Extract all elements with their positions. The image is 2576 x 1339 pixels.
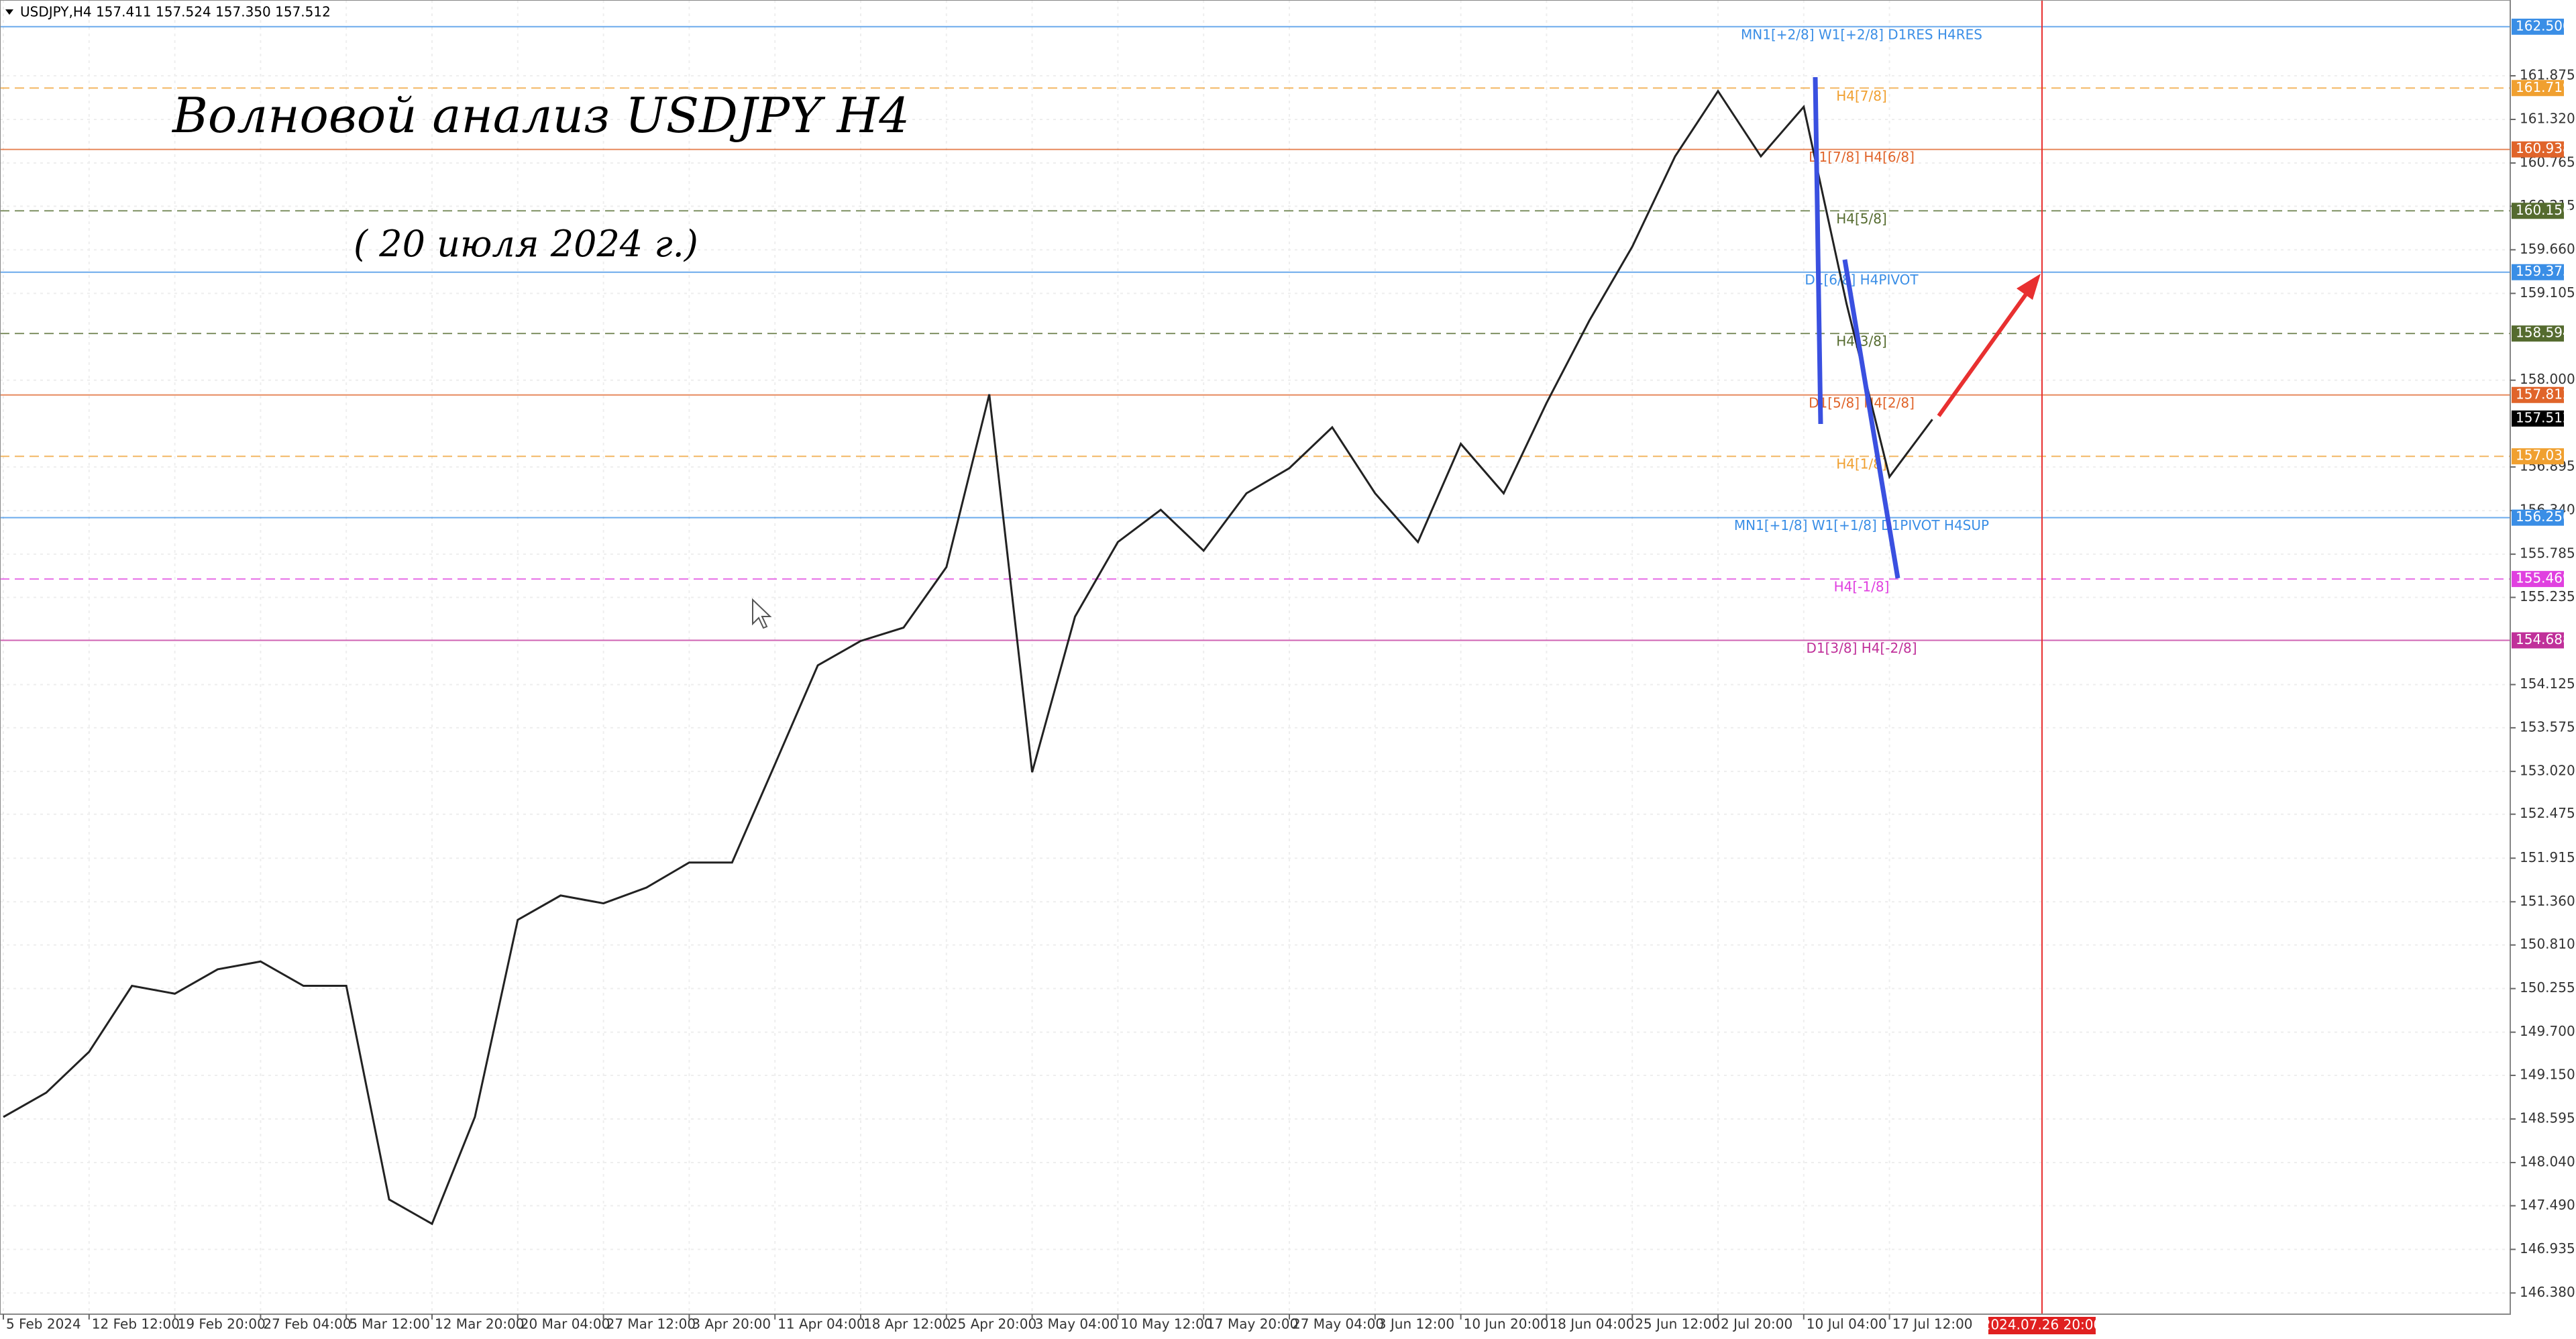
price-box-label: 160.938 [2516, 140, 2571, 156]
level-text: D1[3/8] H4[-2/8] [1806, 640, 1917, 656]
price-box-label: 161.719 [2516, 79, 2571, 95]
y-tick-label: 153.020 [2520, 762, 2575, 778]
level-text: H4[-1/8] [1834, 579, 1890, 595]
y-tick-label: 151.360 [2520, 893, 2575, 909]
x-tick-label: 2 Jul 20:00 [1721, 1316, 1792, 1332]
price-box [2512, 509, 2564, 526]
y-tick-label: 146.935 [2520, 1240, 2575, 1256]
menu-arrow [5, 9, 13, 15]
level-text: H4[7/8] [1836, 88, 1887, 104]
x-tick-label: 11 Apr 04:00 [777, 1316, 865, 1332]
x-tick-label: 5 Feb 2024 [6, 1316, 81, 1332]
y-tick-label: 148.040 [2520, 1154, 2575, 1170]
price-box-label: 157.031 [2516, 447, 2571, 464]
x-tick-label: 19 Feb 20:00 [178, 1316, 266, 1332]
x-tick-label: 3 Jun 12:00 [1378, 1316, 1454, 1332]
price-box-label: 158.594 [2516, 325, 2571, 341]
x-tick-label: 5 Mar 12:00 [349, 1316, 430, 1332]
y-tick-label: 159.105 [2520, 284, 2575, 301]
price-box [2512, 386, 2564, 403]
time-label: 2024.07.26 20:00 [1982, 1317, 2102, 1333]
x-tick-label: 12 Feb 12:00 [92, 1316, 180, 1332]
current-price-box [2512, 410, 2564, 427]
x-tick-label: 25 Apr 20:00 [949, 1316, 1036, 1332]
level-text: D1[5/8] H4[2/8] [1809, 394, 1915, 411]
y-tick-label: 149.150 [2520, 1067, 2575, 1083]
price-line [3, 89, 1933, 1226]
annotations [752, 0, 2043, 1314]
level-text: MN1[+1/8] W1[+1/8] D1PIVOT H4SUP [1734, 517, 1989, 533]
x-tick-label: 12 Mar 20:00 [435, 1316, 525, 1332]
y-tick-label: 152.475 [2520, 805, 2575, 821]
wave-line [1842, 259, 1900, 579]
y-tick-label: 150.810 [2520, 936, 2575, 952]
y-tick-label: 155.235 [2520, 588, 2575, 604]
x-tick-label: 18 Jun 04:00 [1549, 1316, 1634, 1332]
wave-line [1813, 76, 1823, 425]
y-tick-label: 155.785 [2520, 545, 2575, 561]
forecast-arrow [1937, 291, 2029, 417]
y-tick-label: 149.700 [2520, 1023, 2575, 1039]
y-tick-label: 154.125 [2520, 676, 2575, 692]
x-tick-label: 3 May 04:00 [1035, 1316, 1118, 1332]
x-tick-label: 27 Feb 04:00 [263, 1316, 351, 1332]
level-text: MN1[+2/8] W1[+2/8] D1RES H4RES [1741, 26, 1982, 42]
x-tick-label: 20 Mar 04:00 [521, 1316, 610, 1332]
y-tick-label: 161.320 [2520, 110, 2575, 126]
price-box-label: 159.375 [2516, 263, 2571, 279]
price-box [2512, 203, 2564, 219]
price-box-label: 160.156 [2516, 202, 2571, 218]
symbol-info: USDJPY,H4 157.411 157.524 157.350 157.51… [20, 4, 331, 20]
current-price-label: 157.512 [2516, 409, 2571, 425]
price-box-label: 154.688 [2516, 631, 2571, 647]
price-box [2512, 571, 2564, 588]
grid-layer [0, 0, 2510, 1314]
y-tick-label: 151.915 [2520, 849, 2575, 865]
price-box [2512, 325, 2564, 342]
arrow-head [2017, 274, 2041, 300]
y-tick-label: 147.490 [2520, 1197, 2575, 1213]
price-box [2512, 18, 2564, 35]
y-tick-label: 158.000 [2520, 371, 2575, 387]
price-box [2512, 448, 2564, 465]
price-box-label: 162.500 [2516, 17, 2571, 34]
x-tick-label: 27 Mar 12:00 [606, 1316, 696, 1332]
x-tick-label: 10 May 12:00 [1120, 1316, 1212, 1332]
price-box [2512, 80, 2564, 97]
levels-layer: MN1[+2/8] W1[+2/8] D1RES H4RES H4[7/8] D1[… [0, 25, 2510, 656]
x-tick-label: 10 Jun 20:00 [1464, 1316, 1549, 1332]
chart-title: Волновой анализ USDJPY H4 [171, 87, 910, 144]
price-box-label: 157.812 [2516, 386, 2571, 402]
plot-border [0, 0, 2511, 1315]
level-text: D1[6/8] H4PIVOT [1805, 272, 1919, 288]
price-box [2512, 264, 2564, 280]
y-tick-label: 150.255 [2520, 979, 2575, 996]
level-text: H4[5/8] [1836, 211, 1887, 227]
x-tick-label: 3 Apr 20:00 [692, 1316, 771, 1332]
x-tick-label: 17 May 20:00 [1206, 1316, 1298, 1332]
x-tick-label: 27 May 04:00 [1292, 1316, 1384, 1332]
series-layer [3, 89, 1933, 1226]
x-tick-label: 10 Jul 04:00 [1807, 1316, 1887, 1332]
x-tick-label: 25 Jun 12:00 [1635, 1316, 1720, 1332]
chart-subtitle: ( 20 июля 2024 г.) [354, 223, 698, 265]
price-box-label: 156.250 [2516, 508, 2571, 525]
level-text: D1[7/8] H4[6/8] [1809, 149, 1915, 165]
time-box [1988, 1317, 2096, 1334]
price-box [2512, 632, 2564, 649]
mouse-cursor [752, 598, 772, 629]
price-box [2512, 141, 2564, 158]
price-box-label: 155.469 [2516, 570, 2571, 586]
y-tick-label: 159.660 [2520, 241, 2575, 257]
y-tick-label: 146.380 [2520, 1284, 2575, 1300]
x-tick-label: 17 Jul 12:00 [1892, 1316, 1973, 1332]
y-tick-label: 148.595 [2520, 1110, 2575, 1126]
y-tick-label: 153.575 [2520, 718, 2575, 735]
x-tick-label: 18 Apr 12:00 [863, 1316, 951, 1332]
